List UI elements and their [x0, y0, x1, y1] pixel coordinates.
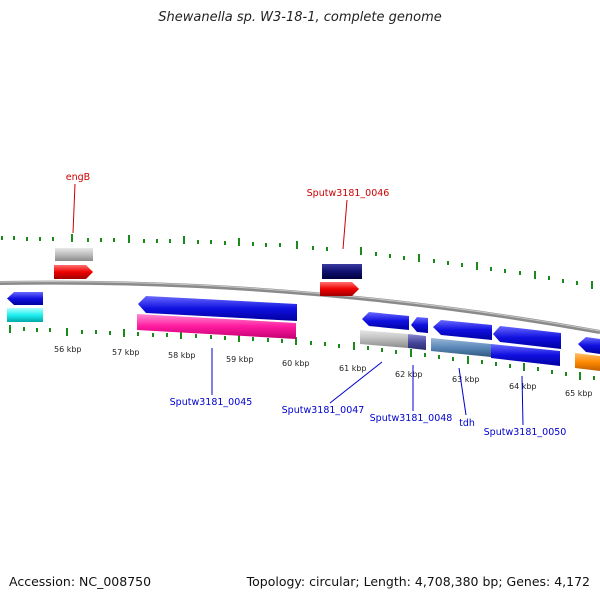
gene-engB-gray-block[interactable]	[55, 248, 93, 261]
scale-label-62kbp: 62 kbp	[395, 370, 423, 379]
s0050-leader-line	[521, 375, 524, 426]
s0046-leader-line	[342, 199, 348, 250]
s0047-leader-line	[329, 361, 383, 404]
gene-label-0047[interactable]: Sputw3181_0047	[282, 405, 365, 416]
gene-0048-arrow[interactable]	[411, 317, 428, 333]
gene-0047-arrow[interactable]	[362, 312, 409, 330]
scale-label-59kbp: 59 kbp	[226, 355, 254, 364]
tdh-leader-line	[458, 367, 467, 416]
gene-left-cyan-block[interactable]	[7, 308, 43, 322]
gene-0046-arrow[interactable]	[320, 282, 359, 296]
scale-label-63kbp: 63 kbp	[452, 375, 480, 384]
accession-text: Accession: NC_008750	[9, 574, 152, 589]
scale-label-57kbp: 57 kbp	[112, 348, 140, 357]
gene-label-engB[interactable]: engB	[66, 172, 90, 183]
gene-0047-gray-block[interactable]	[360, 330, 408, 348]
genome-backbone	[0, 280, 600, 334]
scale-label-58kbp: 58 kbp	[168, 351, 196, 360]
gene-tdh-slate-block[interactable]	[431, 338, 491, 357]
scale-tick-row	[9, 325, 595, 380]
gene-label-0046[interactable]: Sputw3181_0046	[307, 188, 390, 199]
gene-label-0045[interactable]: Sputw3181_0045	[170, 397, 253, 408]
scale-label-60kbp: 60 kbp	[282, 359, 310, 368]
scale-label-65kbp: 65 kbp	[565, 389, 593, 398]
map-title: Shewanella sp. W3-18-1, complete genome	[158, 10, 442, 25]
gene-label-0050[interactable]: Sputw3181_0050	[484, 427, 567, 438]
outer-tick-row	[1, 234, 593, 289]
engB-leader-line	[72, 183, 76, 234]
gene-tdh-arrow[interactable]	[433, 320, 492, 340]
gene-engB-arrow[interactable]	[54, 265, 93, 279]
gene-right-orange-block[interactable]	[575, 353, 600, 371]
gene-0045-pink-block[interactable]	[137, 314, 296, 339]
gene-left-blue-arrow[interactable]	[7, 292, 43, 305]
gene-0046-navy-block[interactable]	[322, 264, 362, 279]
scale-label-56kbp: 56 kbp	[54, 345, 82, 354]
scale-label-61kbp: 61 kbp	[339, 364, 367, 373]
genome-backbone-highlight	[0, 281, 600, 332]
gene-0050-blue-block[interactable]	[491, 344, 560, 366]
gene-label-0048[interactable]: Sputw3181_0048	[370, 413, 453, 424]
topology-text: Topology: circular; Length: 4,708,380 bp…	[246, 574, 590, 589]
gene-0050-arrow[interactable]	[493, 326, 561, 349]
gene-right-blue-arrow[interactable]	[578, 337, 600, 354]
gene-label-tdh[interactable]: tdh	[459, 418, 475, 429]
gene-0045-arrow[interactable]	[138, 296, 297, 321]
scale-label-64kbp: 64 kbp	[509, 382, 537, 391]
gene-0048-purple-block[interactable]	[408, 334, 426, 350]
